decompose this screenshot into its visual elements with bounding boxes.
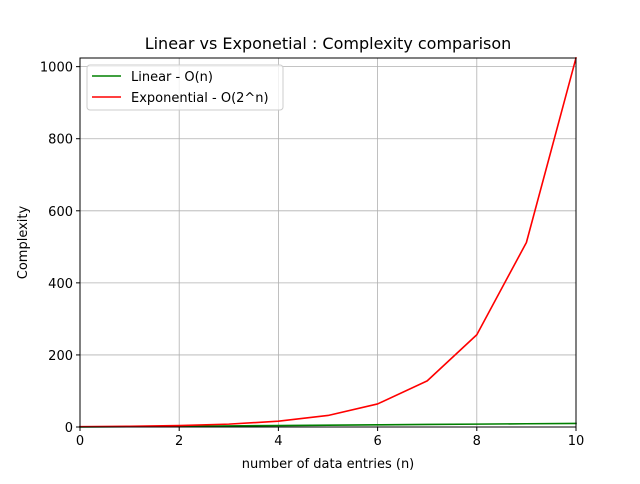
x-tick-label: 8: [473, 434, 481, 449]
x-axis-label: number of data entries (n): [242, 457, 415, 472]
chart-title: Linear vs Exponetial : Complexity compar…: [145, 34, 512, 53]
x-tick-label: 4: [274, 434, 282, 449]
x-tick-label: 10: [568, 434, 585, 449]
x-tick-label: 0: [76, 434, 84, 449]
legend-label-exponential: Exponential - O(2^n): [131, 91, 269, 106]
x-tick-label: 6: [373, 434, 381, 449]
y-tick-label: 600: [48, 205, 73, 220]
series-lines: [79, 57, 577, 428]
x-tick-label: 2: [175, 434, 183, 449]
y-tick-label: 0: [65, 421, 73, 436]
grid-lines: [79, 58, 577, 428]
y-tick-label: 200: [48, 349, 73, 364]
y-tick-label: 800: [48, 133, 73, 148]
legend-box: [86, 64, 284, 111]
plot-frame: [79, 57, 577, 428]
y-tick-label: 400: [48, 277, 73, 292]
legend: Linear - O(n) Exponential - O(2^n): [86, 64, 284, 111]
exponential-series-line: [79, 57, 577, 428]
y-tick-label: 1000: [40, 61, 73, 76]
axis-ticks: 0 2 4 6 8 10 0 200 400 600 800 1000: [40, 61, 584, 449]
y-axis-label: Complexity: [16, 205, 31, 279]
legend-label-linear: Linear - O(n): [131, 70, 213, 85]
